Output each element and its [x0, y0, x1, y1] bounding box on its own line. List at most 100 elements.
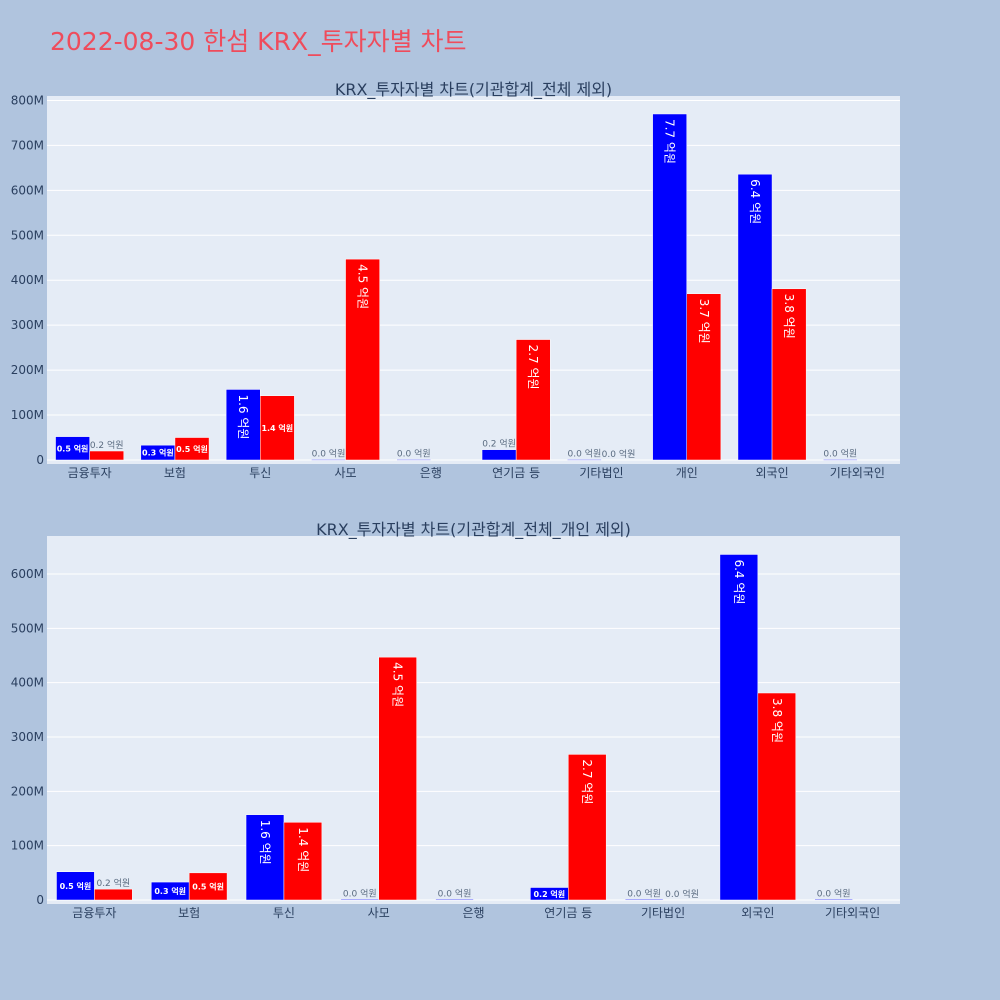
bar-value-label: 0.0 억원 — [438, 887, 472, 899]
buy-bar — [56, 871, 95, 901]
sell-bar — [568, 754, 607, 901]
y-tick-label: 200M — [11, 363, 44, 377]
bar-value-label: 0.0 억원 — [627, 887, 661, 899]
y-tick-label: 0 — [36, 453, 44, 467]
x-tick-label: 사모 — [335, 466, 357, 480]
bar-value-label: 0.2 억원 — [96, 877, 130, 889]
bar-value-label: 0.3 억원 — [142, 448, 174, 458]
x-tick-label: 기타외국인 — [830, 466, 885, 480]
bar-value-label: 0.5 억원 — [192, 881, 224, 891]
bar-value-label: 3.8 억원 — [770, 698, 784, 743]
bar-value-label: 1.6 억원 — [236, 394, 250, 439]
buy-bar — [311, 459, 346, 461]
y-tick-label: 600M — [11, 567, 44, 581]
bar-value-label: 6.4 억원 — [732, 559, 746, 604]
buy-bar — [822, 459, 858, 461]
bar-value-label: 1.6 억원 — [258, 820, 272, 865]
bar-value-label: 0.0 억원 — [568, 448, 602, 460]
x-tick-label: 투신 — [273, 906, 295, 920]
bar-value-label: 0.5 억원 — [57, 443, 89, 453]
y-tick-label: 100M — [11, 408, 44, 422]
y-tick-label: 600M — [11, 183, 44, 197]
bar-value-label: 0.0 억원 — [602, 448, 636, 460]
buy-bar — [245, 814, 285, 901]
buy-bar — [814, 899, 853, 901]
sell-bar — [757, 692, 796, 901]
bar-value-label: 0.2 억원 — [90, 439, 124, 451]
x-tick-label: 기타법인 — [579, 466, 623, 480]
chart-1: 0 100M 200M 300M 400M 500M 600M 700M 800M KRX_투자자… — [11, 80, 900, 480]
y-tick-label: 500M — [11, 621, 44, 635]
bar-value-label: 3.7 억원 — [697, 299, 711, 344]
bar-value-label: 0.2 억원 — [482, 438, 516, 450]
buy-bar — [719, 554, 759, 901]
x-tick-label: 연기금 등 — [544, 906, 592, 920]
bar-value-label: 6.4 억원 — [748, 179, 762, 224]
bar-value-label: 0.0 억원 — [397, 448, 431, 460]
bar-value-label: 4.5 억원 — [391, 662, 405, 707]
sell-bar — [283, 822, 323, 901]
y-tick-label: 100M — [11, 839, 44, 853]
bar-value-label: 0.3 억원 — [154, 886, 186, 896]
bar-value-label: 0.0 억원 — [823, 448, 857, 460]
x-tick-label: 은행 — [462, 905, 484, 920]
sell-bar — [89, 450, 125, 461]
bar-value-label: 2.7 억원 — [526, 345, 540, 390]
x-tick-label: 사모 — [368, 906, 390, 920]
chart-title: KRX_투자자별 차트(기관합계_전체 제외) — [335, 80, 612, 100]
sell-bar — [345, 258, 380, 461]
sell-bar — [515, 339, 551, 461]
sell-bar — [188, 872, 228, 901]
x-tick-label: 은행 — [420, 465, 442, 480]
buy-bar — [652, 113, 688, 461]
x-tick-label: 외국인 — [741, 906, 774, 920]
chart-2: 0 100M 200M 300M 400M 500M 600M KRX_투자자별 차트(기관합… — [11, 520, 900, 920]
x-tick-label: 보험 — [164, 466, 186, 480]
x-tick-label: 기타외국인 — [825, 906, 880, 920]
bar-value-label: 0.0 억원 — [817, 887, 851, 899]
y-tick-label: 700M — [11, 138, 44, 152]
bar-value-label: 1.4 억원 — [261, 423, 293, 433]
sell-bar — [378, 656, 417, 901]
bar-value-label: 1.4 억원 — [296, 827, 310, 872]
x-tick-label: 투신 — [249, 466, 271, 480]
y-tick-label: 300M — [11, 318, 44, 332]
bar-value-label: 0.0 억원 — [665, 888, 699, 900]
bar-value-label: 0.5 억원 — [176, 444, 208, 454]
buy-bar — [624, 899, 664, 901]
buy-bar — [340, 899, 379, 901]
x-tick-label: 개인 — [676, 466, 698, 480]
sell-bar — [260, 395, 295, 461]
bar-value-label: 0.0 억원 — [312, 448, 346, 460]
sell-bar — [174, 437, 210, 461]
x-tick-label: 보험 — [178, 906, 200, 920]
buy-bar — [435, 899, 474, 901]
y-tick-label: 300M — [11, 730, 44, 744]
y-tick-label: 800M — [11, 93, 44, 107]
x-tick-label: 금융투자 — [72, 906, 116, 920]
sell-bar — [94, 888, 133, 901]
y-tick-label: 0 — [36, 893, 44, 907]
bar-value-label: 0.5 억원 — [60, 881, 92, 891]
page-title: 2022-08-30 한섬 KRX_투자자별 차트 — [50, 27, 467, 56]
x-tick-label: 연기금 등 — [492, 466, 540, 480]
sell-bar — [686, 293, 722, 461]
bar-value-label: 0.0 억원 — [343, 887, 377, 899]
y-tick-label: 400M — [11, 676, 44, 690]
bar-value-label: 2.7 억원 — [580, 759, 594, 804]
buy-bar — [55, 436, 90, 461]
bar-value-label: 4.5 억원 — [356, 264, 370, 309]
buy-bar — [481, 449, 517, 461]
buy-bar — [225, 389, 261, 461]
bar-value-label: 3.8 억원 — [782, 294, 796, 339]
y-tick-label: 200M — [11, 784, 44, 798]
x-tick-label: 금융투자 — [68, 466, 112, 480]
bar-value-label: 0.2 억원 — [533, 889, 565, 899]
x-tick-label: 외국인 — [755, 466, 788, 480]
sell-bar — [771, 288, 807, 461]
x-tick-label: 기타법인 — [641, 906, 685, 920]
bar-value-label: 7.7 억원 — [663, 119, 677, 164]
buy-bar — [396, 459, 432, 461]
buy-bar — [737, 173, 773, 461]
